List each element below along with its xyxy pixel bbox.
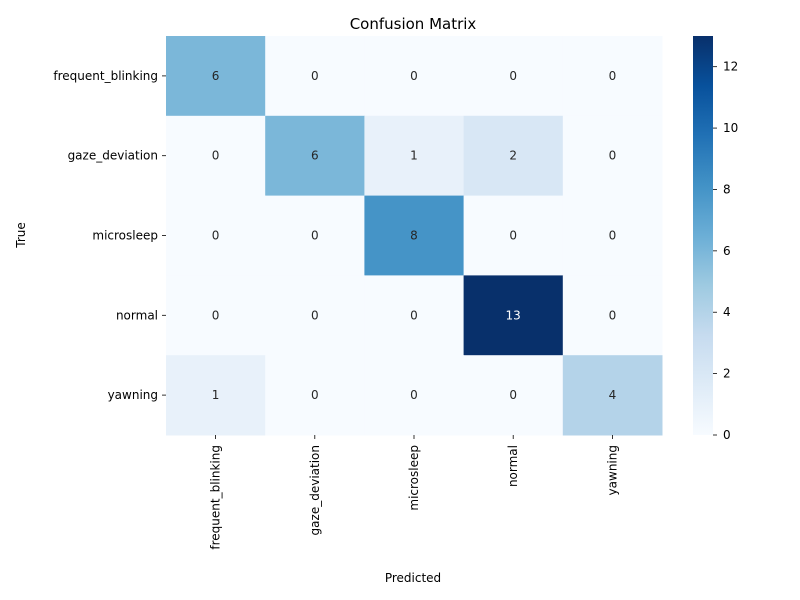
heatmap-cells: 6 0 0 0 00 6 1 2 00 0 8 0 00 0 0 13 01 0 0 0 4 xyxy=(166,36,663,436)
cell-value-label: 0 xyxy=(509,388,517,402)
cell-value-label: 1 xyxy=(212,388,220,402)
y-tick-label: frequent_blinking xyxy=(53,69,158,83)
y-tick-label: microsleep xyxy=(92,229,158,243)
heatmap-cell xyxy=(364,36,465,117)
cell-value-label: 8 xyxy=(410,229,418,243)
cell-value-label: 0 xyxy=(212,229,220,243)
cell-value-label: 0 xyxy=(410,308,418,322)
cell-value-label: 13 xyxy=(506,308,521,322)
y-tick-label: gaze_deviation xyxy=(68,149,158,163)
heatmap-cell xyxy=(166,195,266,276)
cell-value-label: 0 xyxy=(311,69,319,83)
x-tick-label: frequent_blinking xyxy=(209,445,223,550)
x-tick-label: yawning xyxy=(605,445,619,495)
heatmap-cell xyxy=(265,115,365,197)
heatmap-cell xyxy=(463,355,564,436)
y-tick-labels: frequent_blinking gaze_deviation microslee… xyxy=(53,69,166,402)
cell-value-label: 0 xyxy=(609,229,617,243)
heatmap-cell xyxy=(562,195,663,276)
heatmap-cell xyxy=(166,355,266,436)
heatmap-cell xyxy=(364,195,465,276)
y-tick-label: normal xyxy=(116,308,158,322)
cell-value-label: 0 xyxy=(509,69,517,83)
cell-value-label: 0 xyxy=(311,229,319,243)
heatmap-cell xyxy=(364,275,465,356)
heatmap-cell xyxy=(265,275,365,356)
colorbar-tick-label: 10 xyxy=(723,121,738,135)
heatmap-cell xyxy=(463,115,564,197)
colorbar-tick-label: 4 xyxy=(723,305,731,319)
colorbar-tick-label: 8 xyxy=(723,182,731,196)
cell-value-label: 1 xyxy=(410,149,418,163)
x-tick-label: gaze_deviation xyxy=(308,445,322,535)
cell-value-label: 0 xyxy=(609,308,617,322)
heatmap-cell xyxy=(562,355,663,436)
x-tick-label: normal xyxy=(506,445,520,487)
colorbar xyxy=(693,36,713,435)
x-tick-label: microsleep xyxy=(407,445,421,511)
heatmap-cell xyxy=(562,115,663,197)
heatmap-cell xyxy=(166,275,266,356)
y-tick-label: yawning xyxy=(108,388,158,402)
x-axis-label: Predicted xyxy=(385,571,441,585)
colorbar-tick-label: 0 xyxy=(723,428,731,442)
cell-value-label: 0 xyxy=(212,308,220,322)
heatmap-cell xyxy=(166,36,266,117)
cell-value-label: 0 xyxy=(311,388,319,402)
cell-value-label: 0 xyxy=(212,149,220,163)
heatmap-cell xyxy=(463,275,564,356)
cell-value-label: 0 xyxy=(609,149,617,163)
colorbar-tick-label: 12 xyxy=(723,60,738,74)
colorbar-tick-label: 6 xyxy=(723,244,731,258)
heatmap-cell xyxy=(364,115,465,197)
y-axis-label: True xyxy=(14,222,28,249)
cell-value-label: 6 xyxy=(212,69,220,83)
colorbar-ticks: 0 2 4 6 8 10 12 xyxy=(713,60,738,442)
heatmap-cell xyxy=(463,195,564,276)
chart-title: Confusion Matrix xyxy=(350,15,477,33)
heatmap-cell xyxy=(562,36,663,117)
heatmap-cell xyxy=(562,275,663,356)
heatmap-cell xyxy=(265,36,365,117)
cell-value-label: 0 xyxy=(509,229,517,243)
heatmap-cell xyxy=(265,195,365,276)
cell-value-label: 0 xyxy=(609,69,617,83)
cell-value-label: 6 xyxy=(311,149,319,163)
heatmap-cell xyxy=(265,355,365,436)
heatmap-cell xyxy=(364,355,465,436)
x-tick-labels: frequent_blinking gaze_deviation microslee… xyxy=(209,435,619,550)
cell-value-label: 4 xyxy=(609,388,617,402)
cell-value-label: 0 xyxy=(410,388,418,402)
colorbar-tick-label: 2 xyxy=(723,367,731,381)
heatmap-cell xyxy=(463,36,564,117)
cell-value-label: 0 xyxy=(410,69,418,83)
cell-value-label: 2 xyxy=(509,149,517,163)
heatmap-cell xyxy=(166,115,266,197)
cell-value-label: 0 xyxy=(311,308,319,322)
